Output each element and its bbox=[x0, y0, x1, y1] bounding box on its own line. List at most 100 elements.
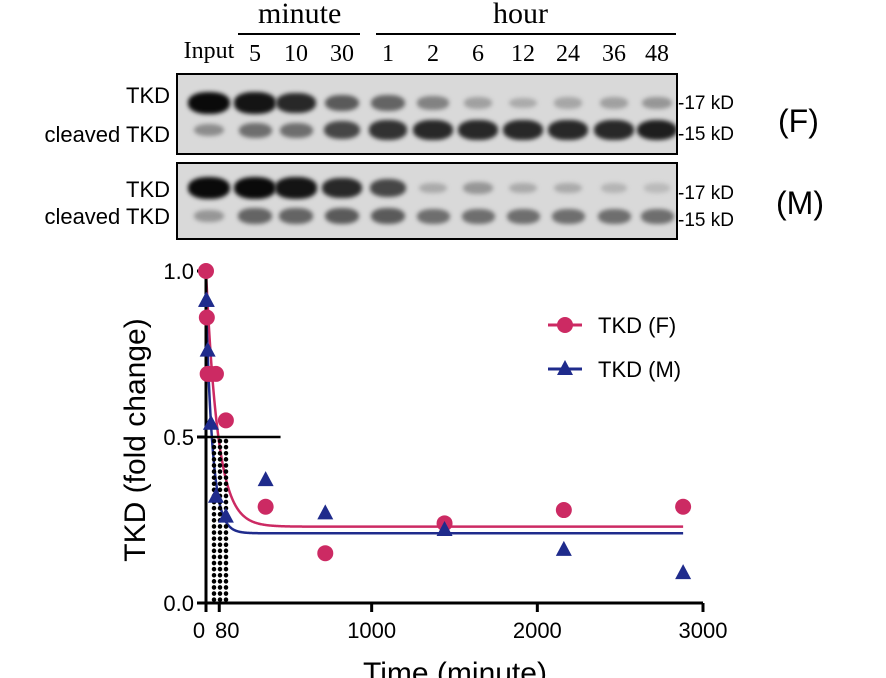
row-label-tkd-f: TKD bbox=[126, 83, 170, 108]
blot-band-upper bbox=[188, 92, 230, 114]
blot-band-upper bbox=[324, 94, 360, 112]
x-tick-label: 80 bbox=[215, 618, 239, 643]
x-tick-label: 3000 bbox=[679, 618, 728, 643]
blot-band-lower bbox=[194, 209, 224, 223]
blot-band-lower bbox=[551, 208, 585, 224]
group-line-hour bbox=[376, 33, 676, 35]
lane-label: 12 bbox=[511, 41, 535, 67]
blot-band-lower bbox=[323, 121, 361, 139]
blot-band-upper bbox=[275, 177, 317, 199]
data-point-triangle bbox=[199, 341, 216, 357]
lane-label: 2 bbox=[427, 41, 439, 67]
data-points bbox=[198, 263, 692, 580]
blot-band-upper bbox=[322, 178, 362, 198]
x-tick-label: 2000 bbox=[513, 618, 562, 643]
blot-band-upper bbox=[554, 182, 582, 194]
y-axis-label: TKD (fold change) bbox=[119, 318, 152, 561]
lane-label: 48 bbox=[645, 41, 669, 67]
blot-band-lower bbox=[640, 208, 674, 224]
lane-label: Input bbox=[183, 38, 235, 64]
data-point-triangle bbox=[557, 360, 573, 375]
blot-band-lower bbox=[413, 120, 453, 140]
fit-curves bbox=[204, 270, 684, 535]
blot-band-lower bbox=[279, 208, 313, 224]
blot-band-upper bbox=[509, 182, 537, 194]
blot-band-lower bbox=[193, 123, 225, 137]
marker-15kd-m: -15 kD bbox=[678, 210, 734, 231]
blot-band-lower bbox=[416, 208, 450, 224]
x-tick-label: 0 bbox=[193, 618, 205, 643]
blot-band-upper bbox=[599, 97, 629, 109]
blot-band-lower bbox=[506, 208, 540, 224]
blot-panel-f bbox=[176, 73, 678, 155]
blot-band-lower bbox=[597, 208, 631, 224]
row-label-cleaved-tkd-f: cleaved TKD bbox=[44, 122, 170, 147]
lane-label: 30 bbox=[330, 41, 354, 67]
data-point-circle bbox=[198, 309, 215, 326]
blot-band-lower bbox=[458, 120, 498, 140]
blot-band-upper bbox=[369, 179, 407, 197]
legend-label: TKD (M) bbox=[598, 357, 681, 382]
blot-band-lower bbox=[461, 208, 495, 224]
blot-band-upper bbox=[643, 183, 671, 193]
lane-label: 1 bbox=[382, 41, 394, 67]
blot-band-upper bbox=[463, 97, 493, 109]
data-point-circle bbox=[317, 545, 334, 562]
data-point-circle bbox=[555, 502, 572, 519]
y-tick-label: 0.5 bbox=[163, 425, 194, 450]
blot-band-lower bbox=[503, 120, 543, 140]
data-point-triangle bbox=[317, 504, 334, 520]
panel-label-m: (M) bbox=[776, 185, 824, 221]
row-label-cleaved-tkd-m: cleaved TKD bbox=[44, 204, 170, 229]
blot-band-lower bbox=[548, 120, 588, 140]
chart-legend: TKD (F) TKD (M) bbox=[548, 313, 681, 382]
lane-label: 10 bbox=[284, 41, 308, 67]
data-point-circle bbox=[198, 263, 214, 279]
panel-label-f: (F) bbox=[778, 103, 819, 139]
data-point-circle bbox=[557, 317, 573, 333]
data-point-triangle bbox=[198, 291, 215, 307]
blot-band-lower bbox=[324, 207, 360, 225]
group-line-minute bbox=[238, 33, 360, 35]
x-tick-label: 1000 bbox=[347, 618, 396, 643]
data-point-circle bbox=[207, 365, 224, 382]
data-point-triangle bbox=[202, 414, 219, 430]
data-point-triangle bbox=[217, 507, 234, 523]
blot-band-upper bbox=[234, 177, 276, 199]
blot-panel-m bbox=[176, 162, 678, 240]
data-point-circle bbox=[675, 498, 692, 515]
data-point-circle bbox=[217, 412, 234, 429]
blot-band-upper bbox=[276, 93, 316, 113]
y-tick-label: 1.0 bbox=[163, 259, 194, 284]
data-point-circle bbox=[257, 498, 274, 515]
blot-band-lower bbox=[636, 119, 676, 141]
lane-label: 5 bbox=[249, 41, 261, 67]
data-point-triangle bbox=[675, 564, 692, 580]
data-point-triangle bbox=[436, 520, 453, 536]
data-point-triangle bbox=[555, 540, 572, 556]
lane-label: 36 bbox=[602, 41, 626, 67]
blot-band-upper bbox=[509, 97, 537, 109]
blot-band-upper bbox=[417, 96, 449, 110]
blot-band-upper bbox=[642, 96, 672, 110]
blot-band-upper bbox=[188, 177, 230, 199]
marker-17kd-f: -17 kD bbox=[678, 93, 734, 114]
fit-curve bbox=[204, 270, 684, 528]
blot-band-lower bbox=[368, 120, 408, 140]
data-point-triangle bbox=[257, 471, 274, 487]
marker-17kd-m: -17 kD bbox=[678, 183, 734, 204]
blot-band-lower bbox=[370, 207, 406, 225]
data-point-triangle bbox=[207, 487, 224, 503]
x-axis-label: Time (minute) bbox=[363, 657, 547, 678]
group-label-minute: minute bbox=[258, 0, 342, 30]
blot-band-lower bbox=[238, 122, 272, 138]
blot-band-lower bbox=[279, 122, 313, 138]
row-label-tkd-m: TKD bbox=[126, 177, 170, 202]
lane-label: 24 bbox=[556, 41, 580, 67]
blot-band-lower bbox=[238, 208, 272, 224]
blot-band-upper bbox=[554, 97, 582, 109]
marker-15kd-f: -15 kD bbox=[678, 124, 734, 145]
blot-band-upper bbox=[419, 182, 447, 194]
blot-band-upper bbox=[463, 181, 493, 195]
